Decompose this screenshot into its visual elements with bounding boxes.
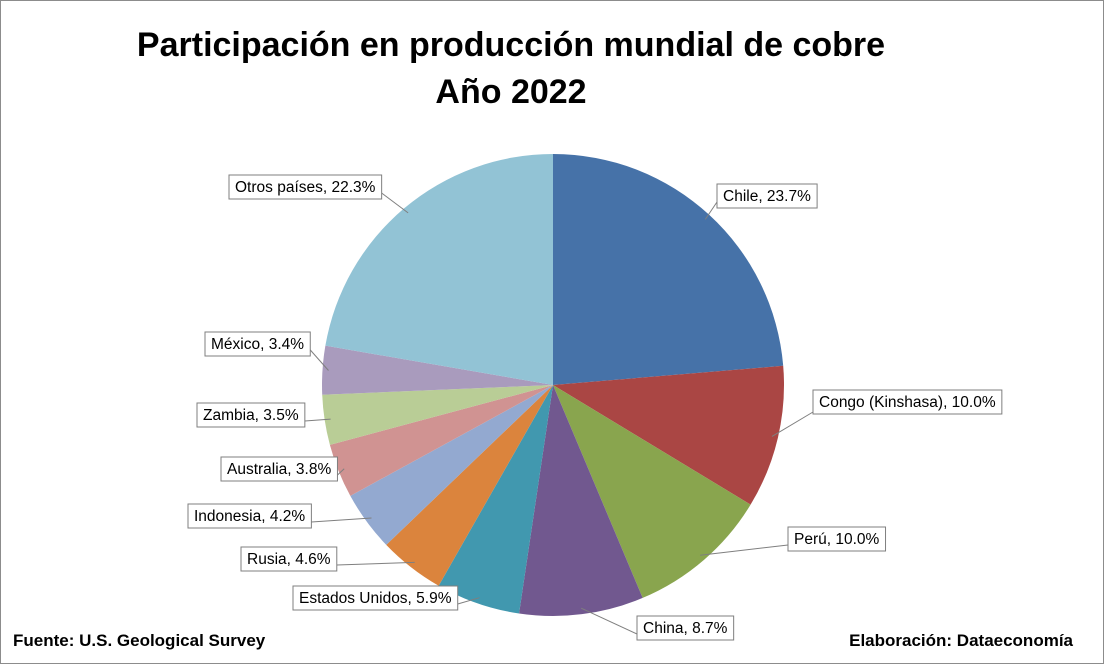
slice-label-box	[292, 585, 459, 611]
leader-line	[336, 561, 415, 566]
slice-label-text: Congo (Kinshasa), 10.0%	[819, 394, 996, 411]
slice-label-box	[787, 526, 887, 552]
slice-label: Australia, 3.8%	[220, 456, 338, 482]
pie-slice	[519, 385, 643, 616]
slice-label: Perú, 10.0%	[787, 526, 887, 552]
slice-label-text: México, 3.4%	[211, 336, 304, 353]
slice-label-text: Otros países, 22.3%	[235, 179, 376, 196]
leader-line	[304, 418, 331, 422]
pie-slice	[553, 154, 784, 385]
source-note: Fuente: U.S. Geological Survey	[13, 631, 266, 650]
leader-line	[704, 201, 718, 220]
slice-label-text: Australia, 3.8%	[227, 461, 331, 478]
chart-subtitle: Año 2022	[435, 73, 586, 111]
label-leader-lines	[304, 192, 814, 635]
pie-slices	[322, 154, 784, 616]
slice-label: China, 8.7%	[636, 615, 735, 641]
leader-line	[337, 468, 345, 476]
slice-label-text: Estados Unidos, 5.9%	[299, 590, 452, 607]
slice-label-box	[220, 456, 338, 482]
slice-label: Indonesia, 4.2%	[187, 503, 312, 529]
pie-slice	[322, 345, 553, 395]
leader-line	[771, 411, 814, 437]
slice-label-box	[636, 615, 735, 641]
slice-label-box	[196, 402, 306, 428]
pie-slice	[438, 385, 553, 614]
pie-slice	[553, 385, 751, 598]
leader-line	[580, 607, 638, 635]
pie-slice	[322, 385, 553, 445]
chart-title: Participación en producción mundial de c…	[137, 26, 885, 64]
slice-label: Rusia, 4.6%	[240, 546, 338, 572]
pie-slice	[386, 385, 553, 586]
slice-label-box	[204, 331, 311, 357]
pie-slice	[325, 154, 553, 385]
slice-label-box	[240, 546, 338, 572]
slice-label-box	[716, 183, 818, 209]
pie-slice	[553, 365, 784, 505]
slice-label-box	[187, 503, 312, 529]
slice-label: Estados Unidos, 5.9%	[292, 585, 459, 611]
slice-label: Otros países, 22.3%	[228, 174, 383, 200]
slice-label-text: China, 8.7%	[643, 620, 728, 637]
slice-label-text: Chile, 23.7%	[723, 188, 811, 205]
leader-line	[457, 597, 480, 605]
leader-line	[309, 349, 329, 371]
slice-label-box	[228, 174, 383, 200]
slice-label-box	[812, 389, 1003, 415]
credit-note: Elaboración: Dataeconomía	[849, 631, 1073, 650]
leader-line	[381, 192, 409, 214]
slice-label: Chile, 23.7%	[716, 183, 818, 209]
leader-line	[700, 544, 789, 556]
slice-label-text: Rusia, 4.6%	[247, 551, 331, 568]
slice-label: Congo (Kinshasa), 10.0%	[812, 389, 1003, 415]
slice-labels: Chile, 23.7% Congo (Kinshasa), 10.0% Perú,…	[187, 174, 1003, 641]
pie-slice	[329, 385, 553, 496]
slice-label: Zambia, 3.5%	[196, 402, 306, 428]
slice-label: México, 3.4%	[204, 331, 311, 357]
slice-label-text: Perú, 10.0%	[794, 531, 880, 548]
slice-label-text: Indonesia, 4.2%	[194, 508, 305, 525]
slice-label-text: Zambia, 3.5%	[203, 407, 299, 424]
pie-slice	[350, 385, 553, 545]
leader-line	[311, 517, 372, 523]
